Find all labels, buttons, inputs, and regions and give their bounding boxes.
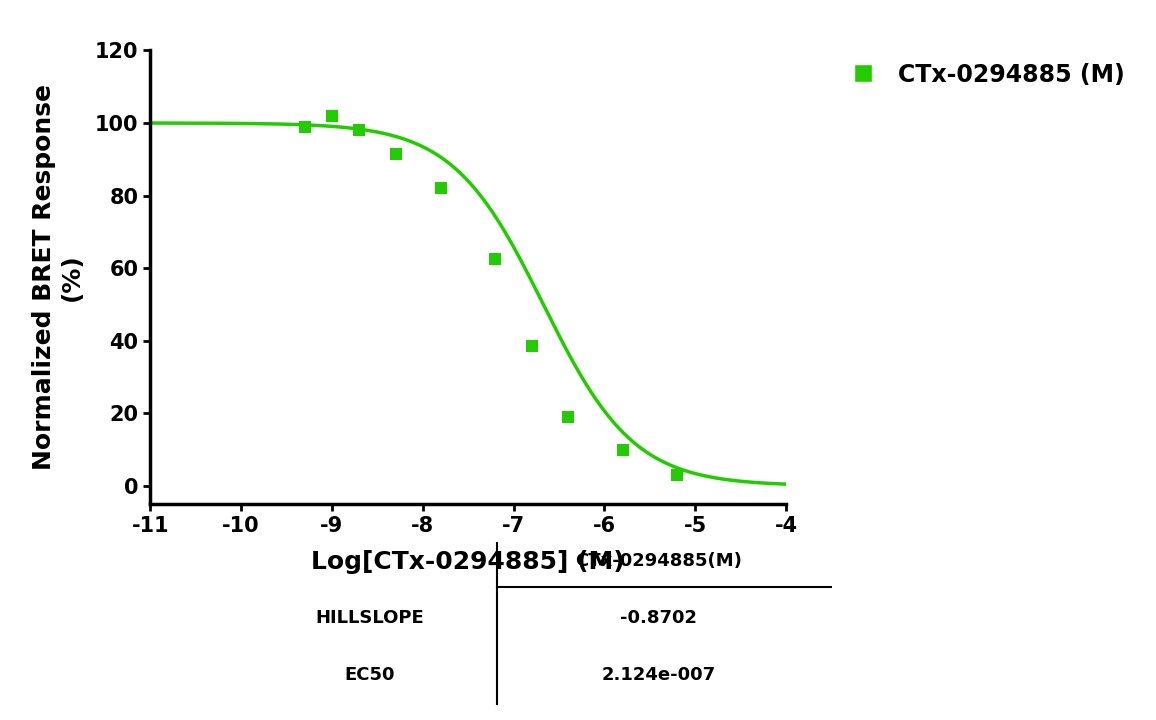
- Legend: CTx-0294885 (M): CTx-0294885 (M): [830, 53, 1134, 96]
- Text: CTx-0294885(M): CTx-0294885(M): [576, 552, 742, 570]
- Text: EC50: EC50: [344, 666, 395, 684]
- Y-axis label: Normalized BRET Response
(%): Normalized BRET Response (%): [32, 84, 84, 470]
- Text: -0.8702: -0.8702: [621, 608, 697, 626]
- X-axis label: Log[CTx-0294885] (M): Log[CTx-0294885] (M): [311, 549, 625, 574]
- Text: HILLSLOPE: HILLSLOPE: [316, 608, 424, 626]
- Text: 2.124e-007: 2.124e-007: [602, 666, 716, 684]
